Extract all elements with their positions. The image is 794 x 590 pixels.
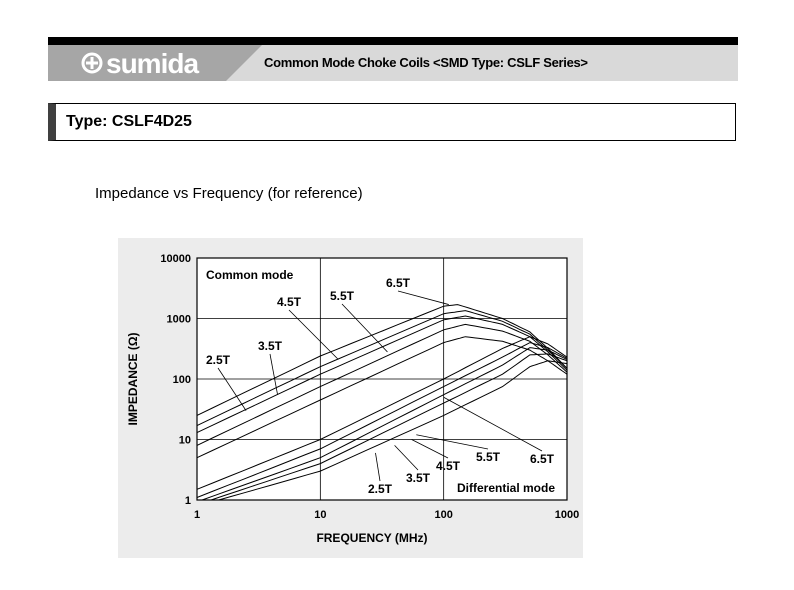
curve-label: 4.5T — [277, 295, 302, 309]
x-axis-label: FREQUENCY (MHz) — [316, 531, 427, 545]
label-leader-line — [375, 452, 381, 482]
label-leader-line — [341, 303, 388, 353]
header-logo-panel — [48, 45, 262, 81]
differential-mode-curve-2-5T — [218, 360, 568, 501]
y-tick-label: 100 — [173, 374, 191, 386]
differential-mode-curve-3-5T — [210, 353, 568, 501]
y-tick-label: 1000 — [167, 314, 191, 326]
annotation-common-mode: Common mode — [206, 268, 294, 282]
curve-label: 2.5T — [368, 482, 393, 496]
curve-labels: 2.5T 3.5T 4.5T 5.5T 6.5T 2.5T 3.5T 4.5T 5.5T 6.5T — [206, 276, 555, 496]
label-leader-line — [269, 353, 278, 395]
differential-mode-curve-6-5T — [196, 336, 568, 490]
curve-label: 2.5T — [206, 353, 231, 367]
common-mode-curve-3-5T — [196, 323, 568, 446]
curve-label: 6.5T — [386, 276, 411, 290]
y-tick-label: 10 — [179, 435, 191, 447]
label-leader-line — [288, 309, 339, 360]
label-leader-line — [411, 439, 449, 459]
chart-title: Impedance vs Frequency (for reference) — [95, 185, 363, 202]
label-leader-line — [397, 290, 449, 305]
y-tick-labels: 1 10 100 1000 10000 — [160, 253, 191, 507]
common-mode-curve-2-5T — [196, 336, 568, 459]
sumida-logo-icon — [81, 52, 103, 74]
label-leader-line — [217, 367, 247, 411]
curve-label: 3.5T — [406, 471, 431, 485]
x-tick-label: 1 — [194, 509, 200, 521]
differential-mode-curve-4-5T — [201, 347, 568, 501]
annotation-differential-mode: Differential mode — [457, 481, 555, 495]
data-curves — [196, 304, 568, 501]
y-tick-label: 1 — [185, 495, 191, 507]
x-tick-label: 100 — [434, 509, 452, 521]
x-tick-label: 1000 — [555, 509, 579, 521]
sumida-logo-mark — [86, 57, 98, 69]
x-tick-label: 10 — [314, 509, 326, 521]
header-bar: sumida Common Mode Choke Coils <SMD Type… — [48, 45, 738, 81]
y-tick-label: 10000 — [160, 253, 191, 265]
y-axis-label: IMPEDANCE (Ω) — [126, 333, 140, 426]
x-tick-labels: 1 10 100 1000 — [194, 509, 579, 521]
type-label: Type: CSLF4D25 — [66, 113, 192, 130]
label-leader-line — [394, 445, 419, 471]
common-mode-curve-6-5T — [196, 304, 568, 416]
curve-label: 5.5T — [330, 289, 355, 303]
differential-mode-curve-5-5T — [196, 342, 568, 498]
label-leader-line — [443, 396, 543, 452]
curve-label: 3.5T — [258, 339, 283, 353]
curve-label: 6.5T — [530, 452, 555, 466]
header-top-bar — [48, 37, 738, 45]
type-box: Type: CSLF4D25 — [48, 103, 736, 141]
brand-logo: sumida — [106, 48, 199, 79]
curve-label: 4.5T — [436, 459, 461, 473]
logo-panel-shape — [48, 45, 262, 81]
header-title: Common Mode Choke Coils <SMD Type: CSLF … — [264, 55, 588, 70]
common-mode-curve-5-5T — [196, 310, 568, 427]
curve-label: 5.5T — [476, 450, 501, 464]
label-leader-line — [416, 434, 489, 450]
